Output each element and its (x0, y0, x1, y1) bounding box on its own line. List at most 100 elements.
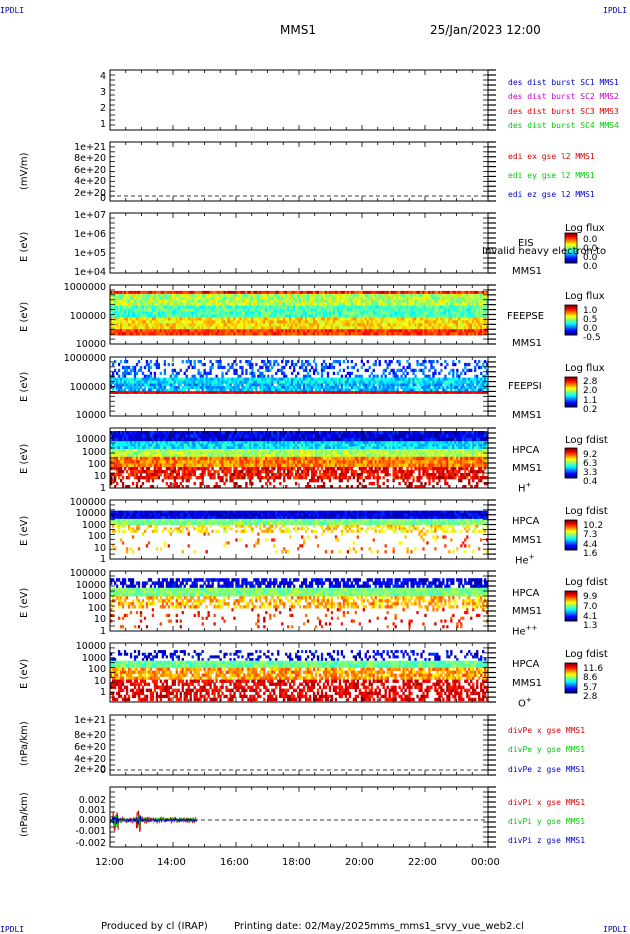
spec-cell-4 (390, 391, 393, 394)
spec-cell-3 (201, 332, 204, 336)
spec-cell-4 (302, 388, 306, 392)
spec-cell-3 (263, 305, 266, 309)
spec-cell-3 (295, 293, 298, 298)
spec-cell-4 (310, 388, 314, 392)
spec-cell-4 (185, 391, 188, 394)
spec-cell-3 (179, 317, 182, 321)
spec-cell-3 (201, 308, 204, 312)
spec-cell-3 (171, 308, 174, 312)
spec-cell-3 (279, 320, 282, 324)
spec-cell-3 (394, 290, 397, 295)
spec-cell-4 (462, 368, 465, 373)
spec-cell-3 (356, 329, 359, 333)
spec-cell-4 (430, 365, 433, 370)
spec-cell-3 (342, 317, 346, 321)
spec-cell-4 (219, 391, 222, 394)
spec-cell-4 (422, 377, 425, 381)
spec-cell-3 (247, 329, 250, 333)
spec-cell-4 (141, 380, 145, 384)
ytick-label-4-2: 10000 (76, 410, 106, 421)
colorbar-step (565, 255, 577, 257)
ytick-label-0-3: 1 (100, 119, 106, 130)
spec-cell-4 (191, 374, 194, 378)
spec-cell-4 (408, 386, 411, 389)
spec-cell-3 (231, 308, 234, 312)
spec-cell-3 (460, 329, 463, 333)
spec-cell-3 (318, 308, 322, 312)
spec-cell-3 (368, 323, 371, 327)
spec-cell-3 (283, 329, 286, 333)
spec-cell-3 (360, 311, 363, 315)
colorbar-step (565, 393, 577, 395)
spec-cell-3 (358, 302, 361, 306)
spec-cell-3 (175, 314, 178, 318)
colorbar-step (565, 258, 577, 260)
spec-cell-4 (404, 380, 407, 384)
spec-cell-4 (374, 377, 377, 381)
spec-cell-5 (191, 431, 194, 435)
spec-cell-3 (199, 326, 202, 330)
spec-cell-3 (390, 320, 393, 324)
spec-cell-3 (137, 317, 141, 321)
spec-cell-3 (185, 296, 188, 301)
spec-cell-3 (261, 317, 264, 321)
spec-cell-3 (191, 317, 194, 321)
spec-cell-4 (287, 359, 290, 364)
spec-cell-3 (302, 302, 306, 306)
spec-cell-4 (231, 386, 234, 389)
spec-cell-3 (432, 311, 435, 315)
spec-cell-4 (312, 386, 316, 389)
spec-cell-4 (187, 391, 190, 394)
spec-cell-3 (462, 308, 465, 312)
spec-cell-3 (223, 296, 226, 301)
spec-cell-3 (169, 302, 172, 306)
spec-cell-3 (332, 293, 336, 298)
spec-cell-4 (400, 380, 403, 384)
spec-cell-3 (121, 326, 125, 330)
spec-cell-3 (175, 305, 178, 309)
spec-cell-3 (293, 308, 296, 312)
spec-cell-3 (179, 302, 182, 306)
spec-cell-3 (320, 296, 324, 301)
spec-cell-3 (428, 290, 431, 295)
spec-cell-5 (153, 431, 157, 435)
spec-cell-4 (430, 359, 433, 364)
spec-cell-3 (171, 323, 174, 327)
spec-cell-3 (289, 308, 292, 312)
spec-cell-3 (153, 323, 157, 327)
spec-cell-3 (436, 293, 439, 298)
spec-cell-4 (221, 374, 224, 378)
spec-cell-3 (110, 293, 113, 298)
spec-cell-4 (269, 386, 272, 389)
spec-cell-3 (255, 320, 258, 324)
spec-cell-4 (115, 388, 119, 392)
spec-cell-4 (336, 377, 340, 381)
spec-cell-3 (295, 326, 298, 330)
spec-cell-4 (227, 362, 230, 367)
spec-cell-4 (123, 388, 127, 392)
spec-cell-3 (306, 326, 310, 330)
spec-cell-3 (436, 329, 439, 333)
spec-cell-4 (177, 388, 180, 392)
spec-cell-4 (277, 362, 280, 367)
spec-cell-4 (344, 383, 348, 387)
spec-cell-4 (406, 383, 409, 387)
spec-cell-4 (480, 391, 483, 394)
spec-cell-4 (217, 383, 220, 387)
spec-cell-3 (129, 329, 133, 333)
spec-cell-3 (452, 299, 455, 303)
spec-cell-3 (386, 329, 389, 333)
spec-cell-4 (438, 391, 441, 394)
spec-cell-4 (263, 377, 266, 381)
spec-cell-3 (312, 320, 316, 324)
spec-cell-4 (233, 391, 236, 394)
spec-cell-3 (195, 299, 198, 303)
spec-cell-4 (185, 359, 188, 364)
spec-cell-3 (243, 332, 246, 336)
spec-cell-4 (155, 386, 159, 389)
spec-cell-3 (390, 293, 393, 298)
spec-cell-3 (466, 302, 469, 306)
spec-cell-4 (406, 388, 409, 392)
spec-cell-3 (189, 314, 192, 318)
spec-cell-3 (271, 299, 274, 303)
